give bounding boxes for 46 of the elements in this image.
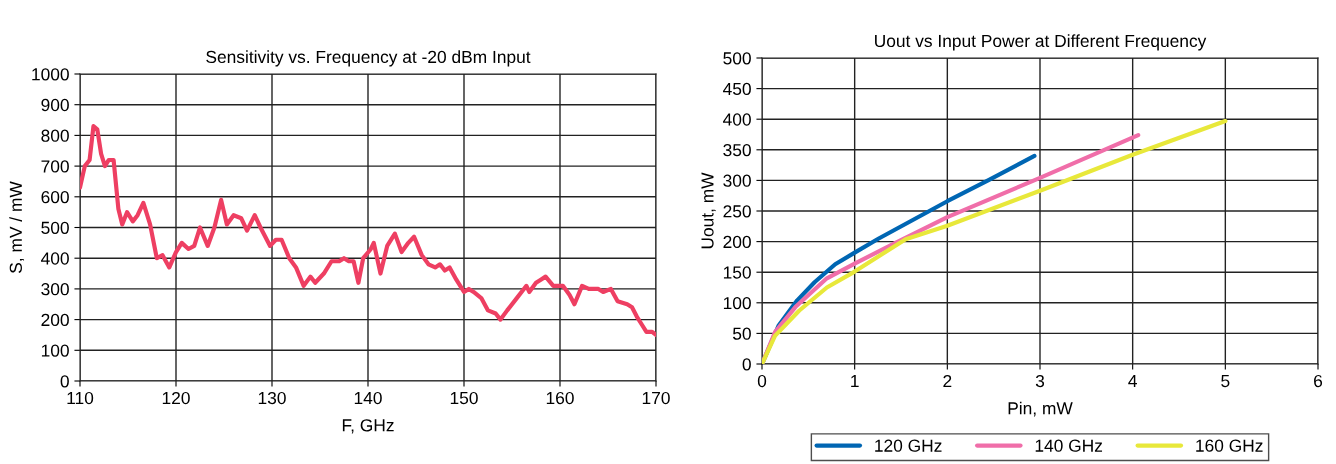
line-series [80, 124, 656, 338]
y-tick-label: 300 [41, 283, 69, 296]
y-axis-title: S, mV / mW [9, 181, 25, 273]
y-tick-label: 50 [732, 327, 751, 340]
x-tick-label: 4 [1128, 375, 1137, 387]
x-tick-label: 140 [354, 391, 382, 405]
y-tick-label: 100 [41, 344, 69, 357]
y-tick-label: 200 [41, 313, 69, 327]
x-tick-label: 160 [546, 391, 574, 405]
y-tick-label: 200 [723, 235, 751, 249]
y-tick-label: 150 [723, 266, 751, 279]
y-tick-label: 400 [723, 113, 751, 126]
x-tick-label: 170 [642, 391, 670, 405]
x-axis-title: F, GHz [342, 419, 394, 434]
y-tick-label: 300 [723, 174, 751, 187]
chart-title: Uout vs Input Power at Different Frequency [875, 34, 1207, 51]
y-tick-label: 500 [723, 52, 751, 65]
x-tick-label: 120 [162, 391, 190, 405]
y-tick-label: 350 [723, 143, 751, 157]
x-tick-label: 6 [1314, 374, 1323, 388]
x-tick-label: 3 [1035, 374, 1045, 388]
y-tick-label: 700 [41, 160, 69, 173]
y-tick-label: 800 [41, 129, 69, 142]
y-tick-label: 1000 [32, 68, 69, 81]
x-axis-title: Pin, mW [1008, 401, 1073, 417]
x-tick-label: 0 [757, 374, 767, 388]
chart-title: Sensitivity vs. Frequency at -20 dBm Input [206, 50, 531, 67]
legend-label: 120 GHz [875, 439, 942, 452]
y-tick-label: 0 [742, 358, 751, 371]
x-tick-label: 150 [450, 391, 478, 405]
y-tick-label: 500 [41, 221, 69, 234]
y-tick-label: 900 [41, 98, 69, 112]
x-tick-label: 5 [1221, 375, 1230, 388]
x-tick-label: 130 [258, 391, 286, 405]
x-tick-label: 2 [943, 374, 952, 387]
x-tick-label: 110 [67, 391, 94, 405]
line-series [762, 118, 1228, 364]
legend-label: 140 GHz [1035, 439, 1103, 452]
y-tick-label: 250 [723, 205, 751, 218]
legend-label: 160 GHz [1196, 439, 1263, 452]
y-tick-label: 400 [41, 252, 69, 265]
y-tick-label: 600 [41, 190, 69, 204]
x-tick-label: 1 [851, 375, 859, 387]
y-tick-label: 450 [723, 82, 751, 96]
y-axis-title: Uout, mW [701, 172, 716, 249]
y-tick-label: 100 [723, 296, 751, 310]
